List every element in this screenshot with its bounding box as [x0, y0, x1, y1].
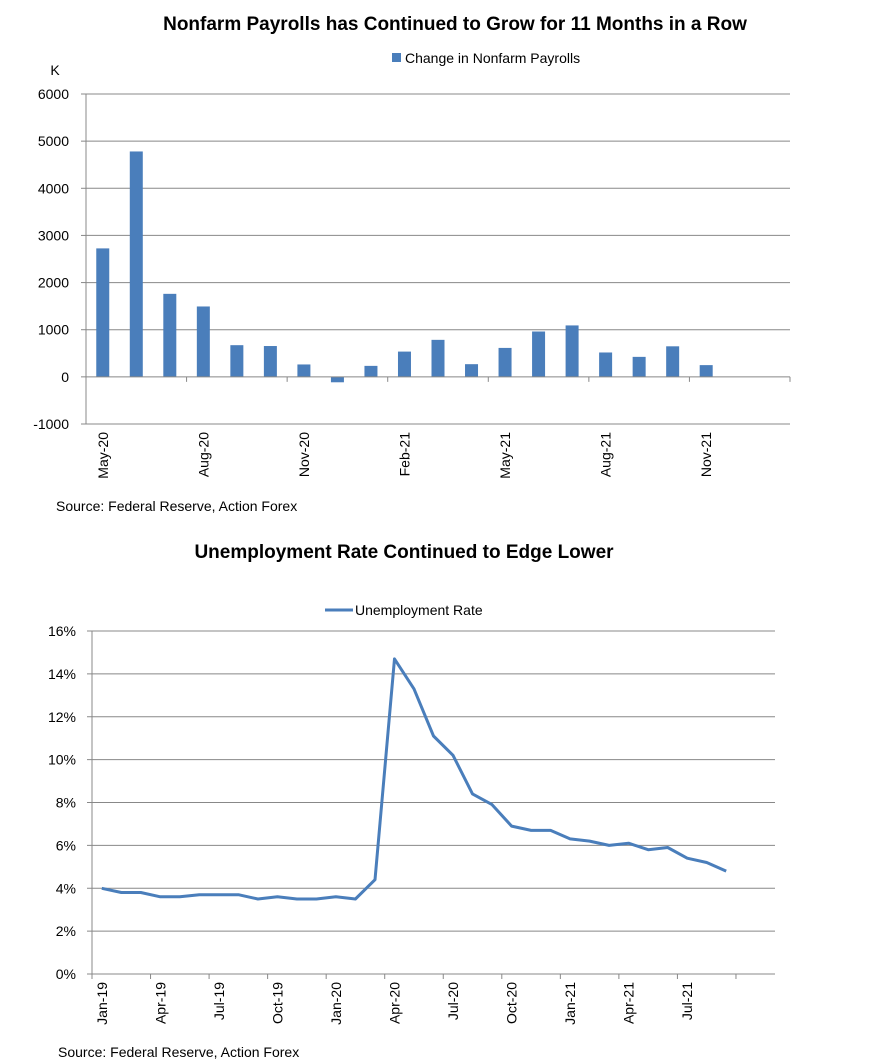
payrolls-y-tick-label: 3000	[38, 227, 69, 243]
payrolls-bar	[498, 347, 512, 377]
payrolls-bar	[297, 364, 311, 377]
unemployment-legend: Unemployment Rate	[325, 602, 483, 618]
payrolls-bar	[565, 325, 579, 377]
payrolls-bar	[465, 364, 479, 377]
payrolls-x-tick-labels: May-20 Aug-20 Nov-20 Feb-21 May-21 Aug-21 Nov-…	[95, 432, 714, 479]
unemployment-y-tick-label: 0%	[56, 966, 76, 982]
payrolls-y-tick-label: 2000	[38, 275, 69, 291]
unemployment-legend-label: Unemployment Rate	[355, 602, 483, 618]
payrolls-y-tick-label: 1000	[38, 322, 69, 338]
payrolls-y-unit-label: K	[50, 62, 60, 78]
unemployment-x-tick-label: Jul-20	[445, 982, 461, 1020]
unemployment-y-tick-label: 4%	[56, 880, 76, 896]
payrolls-bar	[96, 248, 110, 377]
unemployment-x-tick-label: Jul-19	[211, 982, 227, 1020]
unemployment-y-tick-label: 14%	[48, 666, 76, 682]
unemployment-chart: Unemployment Rate Continued to Edge Lowe…	[48, 542, 775, 1060]
payrolls-bar	[364, 365, 378, 377]
unemployment-x-tick-label: Jan-19	[94, 982, 110, 1025]
payrolls-y-tick-label: 4000	[38, 180, 69, 196]
payrolls-legend-swatch	[392, 53, 401, 62]
unemployment-gridlines	[92, 630, 775, 932]
payrolls-bar	[666, 346, 680, 377]
payrolls-bar	[532, 331, 546, 377]
payrolls-x-tick-label: Nov-21	[698, 432, 714, 477]
unemployment-y-tick-label: 2%	[56, 923, 76, 939]
payrolls-bar	[263, 346, 277, 377]
payrolls-x-tick-label: Aug-20	[195, 432, 211, 477]
payrolls-bar	[163, 293, 177, 377]
payrolls-bar	[230, 345, 244, 377]
unemployment-x-tick-labels: Jan-19 Apr-19 Jul-19 Oct-19 Jan-20 Apr-20 Jul-…	[94, 982, 695, 1025]
payrolls-bar	[330, 376, 344, 383]
payrolls-bar	[632, 356, 646, 377]
payrolls-x-tick-label: Feb-21	[396, 432, 412, 477]
payrolls-x-tick-label: Nov-20	[296, 432, 312, 477]
unemployment-y-tick-labels: 16% 14% 12% 10% 8% 6% 4% 2% 0%	[48, 623, 76, 982]
unemployment-x-tick-label: Oct-20	[504, 982, 520, 1024]
payrolls-bar	[397, 351, 411, 377]
payrolls-legend-label: Change in Nonfarm Payrolls	[405, 50, 580, 66]
payrolls-bar	[431, 339, 445, 377]
payrolls-y-tick-label: 6000	[38, 86, 69, 102]
payrolls-bars	[96, 151, 713, 383]
payrolls-source-note: Source: Federal Reserve, Action Forex	[56, 498, 297, 514]
unemployment-x-tick-label: Apr-20	[386, 982, 402, 1024]
unemployment-axes	[87, 630, 775, 979]
payrolls-y-tick-label: 0	[61, 369, 69, 385]
payrolls-bar	[129, 151, 143, 377]
payrolls-bar	[196, 306, 210, 377]
unemployment-rate-line	[101, 657, 727, 901]
payrolls-y-tick-label: 5000	[38, 133, 69, 149]
unemployment-x-tick-label: Apr-19	[152, 982, 168, 1024]
payrolls-x-tick-label: May-21	[497, 432, 513, 479]
unemployment-x-tick-label: Jul-21	[679, 982, 695, 1020]
payrolls-y-tick-label: -1000	[33, 416, 69, 432]
unemployment-x-tick-label: Jan-20	[328, 982, 344, 1025]
unemployment-y-tick-label: 10%	[48, 752, 76, 768]
unemployment-source-note: Source: Federal Reserve, Action Forex	[58, 1044, 299, 1060]
unemployment-y-tick-label: 12%	[48, 709, 76, 725]
unemployment-series	[101, 657, 727, 901]
unemployment-chart-title: Unemployment Rate Continued to Edge Lowe…	[194, 542, 614, 563]
payrolls-chart: Nonfarm Payrolls has Continued to Grow f…	[33, 14, 791, 514]
payrolls-bar	[699, 365, 713, 377]
payrolls-axes	[81, 93, 791, 425]
unemployment-y-tick-label: 6%	[56, 837, 76, 853]
payrolls-x-tick-label: Aug-21	[598, 432, 614, 477]
unemployment-x-tick-label: Jan-21	[562, 982, 578, 1025]
payrolls-legend: Change in Nonfarm Payrolls	[392, 50, 580, 66]
unemployment-x-tick-label: Oct-19	[269, 982, 285, 1024]
payrolls-x-tick-label: May-20	[95, 432, 111, 479]
unemployment-x-tick-label: Apr-21	[621, 982, 637, 1024]
unemployment-y-tick-label: 16%	[48, 623, 76, 639]
payrolls-bar	[599, 352, 613, 377]
payrolls-chart-title: Nonfarm Payrolls has Continued to Grow f…	[163, 14, 747, 35]
payrolls-y-tick-labels: 6000 5000 4000 3000 2000 1000 0 -1000	[33, 86, 69, 432]
unemployment-y-tick-label: 8%	[56, 795, 76, 811]
